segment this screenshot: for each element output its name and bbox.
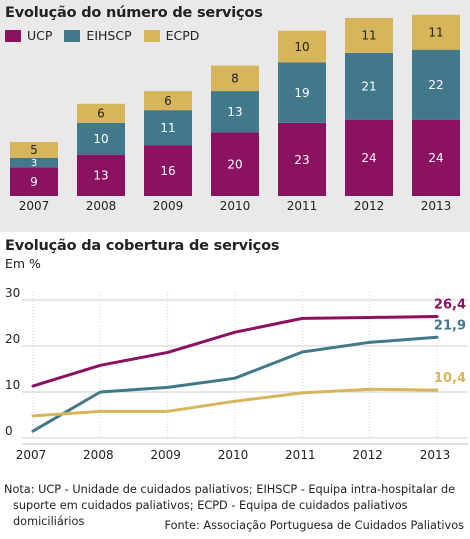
- end-label-series-2: 10,4: [434, 371, 466, 386]
- bar-label-ucp-2012: 24: [361, 151, 376, 165]
- legend-item-ucp: UCP: [5, 28, 52, 43]
- bar-ucp-2010: [211, 132, 259, 196]
- x-tick-label-2012: 2012: [354, 199, 385, 213]
- bar-label-ecpd-2011: 10: [294, 40, 309, 54]
- bar-label-eihscp-2008: 10: [93, 132, 108, 146]
- bar-label-ucp-2008: 13: [93, 169, 108, 183]
- x-tick-label-2008: 2008: [83, 448, 114, 462]
- legend-label-ecpd: ECPD: [165, 28, 200, 43]
- bar-eihscp-2010: [211, 91, 259, 133]
- bar-ucp-2011: [278, 122, 326, 196]
- x-tick-label-2008: 2008: [86, 199, 117, 213]
- footnote-line-1: Nota: UCP - Unidade de cuidados paliativ…: [4, 483, 456, 496]
- bar-label-eihscp-2013: 22: [428, 78, 443, 92]
- bar-ecpd-2013: [412, 14, 460, 50]
- bar-eihscp-2013: [412, 49, 460, 120]
- legend-item-eihscp: EIHSCP: [64, 28, 132, 43]
- x-tick-label-2010: 2010: [220, 199, 251, 213]
- bar-label-ucp-2009: 16: [160, 164, 175, 178]
- bar-label-ecpd-2009: 6: [164, 94, 172, 108]
- x-tick-label-2007: 2007: [16, 448, 47, 462]
- bar-label-ecpd-2007: 5: [30, 143, 38, 157]
- bar-ucp-2012: [345, 119, 393, 196]
- x-tick-label-2012: 2012: [352, 448, 383, 462]
- bar-label-eihscp-2010: 13: [227, 105, 242, 119]
- y-tick-label-30: 30: [5, 286, 20, 300]
- bar-label-ecpd-2013: 11: [428, 26, 443, 40]
- bar-eihscp-2011: [278, 62, 326, 123]
- legend-swatch-ucp: [5, 29, 21, 42]
- coverage-chart-panel: Evolução da cobertura de serviços Em % 0…: [0, 232, 470, 470]
- bar-ucp-2009: [144, 145, 192, 196]
- bar-ucp-2013: [412, 119, 460, 196]
- line-series-1: [31, 335, 439, 433]
- bar-label-ucp-2011: 23: [294, 153, 309, 167]
- line-chart: 0 10 20 30 2007 2008 2009 2010 2011 2012 2013 26,4 2…: [5, 286, 468, 462]
- x-tick-label-2011: 2011: [287, 199, 318, 213]
- y-tick-label-20: 20: [5, 332, 20, 346]
- source-credit: Fonte: Associação Portuguesa de Cuidados…: [164, 519, 464, 532]
- bar-ucp-2007: [10, 167, 58, 196]
- legend-swatch-eihscp: [64, 29, 81, 42]
- bar-label-ecpd-2010: 8: [231, 72, 239, 86]
- bar-label-ecpd-2012: 11: [361, 29, 376, 43]
- bar-label-eihscp-2009: 11: [160, 121, 175, 135]
- line-chart-title: Evolução da cobertura de serviços: [5, 238, 280, 254]
- x-tick-label-2010: 2010: [218, 448, 249, 462]
- bar-eihscp-2012: [345, 52, 393, 120]
- bar-label-eihscp-2012: 21: [361, 80, 376, 94]
- line-series-2: [31, 387, 439, 418]
- x-tick-label-2011: 2011: [285, 448, 316, 462]
- bar-ecpd-2007: [10, 141, 58, 158]
- legend-item-ecpd: ECPD: [143, 28, 200, 43]
- bar-eihscp-2007: [10, 157, 58, 168]
- line-chart-unit: Em %: [5, 256, 41, 271]
- footnote-line-2: suporte em cuidados paliativos; ECPD - E…: [13, 499, 408, 528]
- bar-label-eihscp-2011: 19: [294, 86, 309, 100]
- bar-label-ucp-2013: 24: [428, 151, 443, 165]
- bar-ecpd-2011: [278, 30, 326, 63]
- bar-ecpd-2012: [345, 17, 393, 53]
- x-tick-label-2009: 2009: [150, 448, 181, 462]
- services-chart-panel: Evolução do número de serviços UCP EIHSC…: [0, 0, 470, 232]
- bar-label-ecpd-2008: 6: [97, 107, 105, 121]
- bar-chart-legend: UCP EIHSCP ECPD: [5, 28, 199, 43]
- footnote: Nota: UCP - Unidade de cuidados paliativ…: [4, 482, 466, 530]
- stacked-bar-chart: 9352007131062008161162009201382010231910…: [10, 14, 460, 213]
- y-tick-label-10: 10: [5, 378, 20, 392]
- x-tick-label-2013: 2013: [420, 448, 451, 462]
- end-label-series-0: 26,4: [434, 298, 466, 313]
- legend-label-eihscp: EIHSCP: [86, 28, 132, 43]
- bar-ecpd-2008: [77, 103, 125, 123]
- bar-eihscp-2009: [144, 110, 192, 146]
- bar-ecpd-2010: [211, 65, 259, 92]
- bar-chart-title: Evolução do número de serviços: [5, 5, 263, 21]
- line-series-0: [31, 315, 439, 388]
- legend-label-ucp: UCP: [27, 28, 53, 43]
- bar-ecpd-2009: [144, 91, 192, 111]
- x-tick-label-2013: 2013: [421, 199, 452, 213]
- legend-swatch-ecpd: [143, 29, 160, 42]
- bar-ucp-2008: [77, 154, 125, 196]
- x-tick-label-2009: 2009: [153, 199, 184, 213]
- bar-label-ucp-2007: 9: [30, 175, 38, 189]
- bar-label-ucp-2010: 20: [227, 158, 242, 172]
- bar-eihscp-2008: [77, 122, 125, 155]
- x-tick-label-2007: 2007: [19, 199, 50, 213]
- bar-label-eihscp-2007: 3: [31, 158, 37, 169]
- end-label-series-1: 21,9: [434, 318, 466, 333]
- y-tick-label-0: 0: [5, 424, 13, 438]
